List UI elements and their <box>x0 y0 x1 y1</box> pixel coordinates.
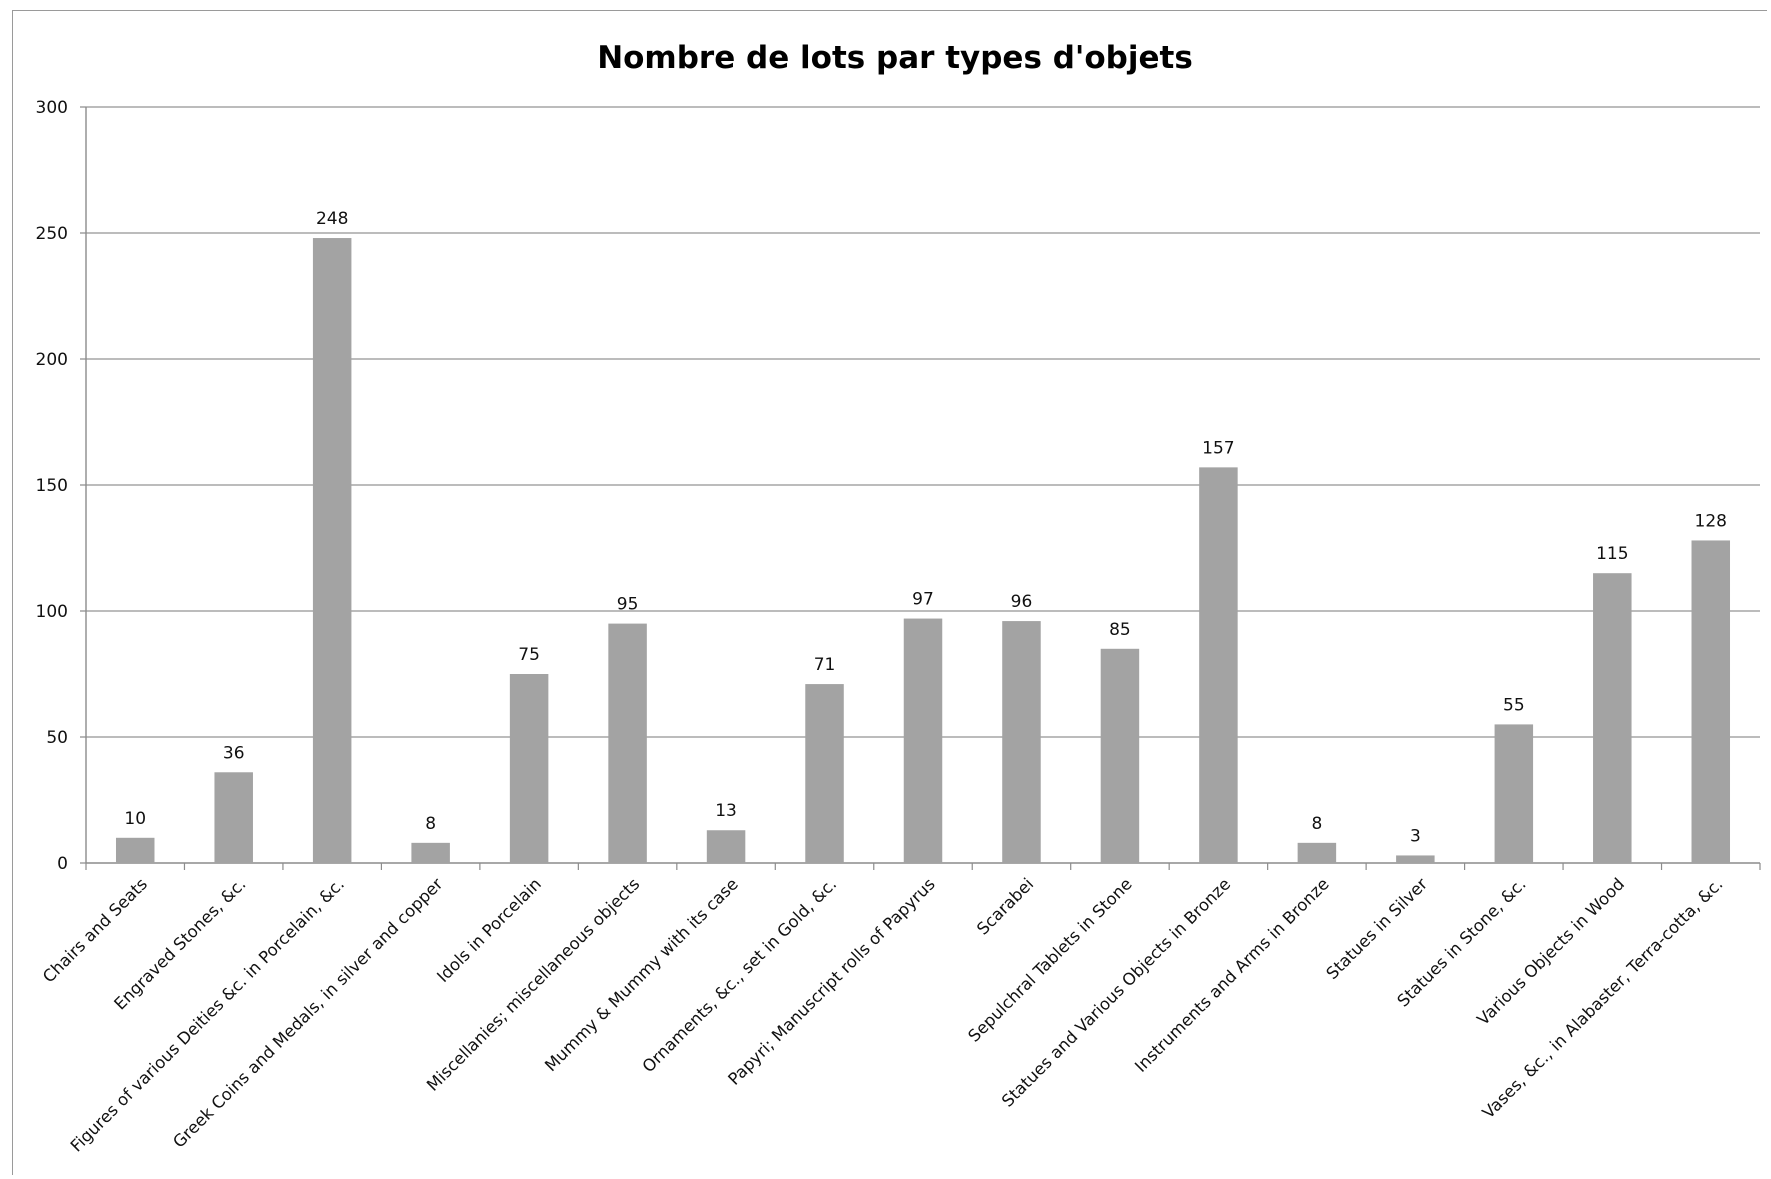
data-label: 115 <box>1596 544 1628 564</box>
x-tick-label: Statues in Silver <box>1323 874 1432 983</box>
y-tick-label: 0 <box>57 854 68 874</box>
data-label: 95 <box>617 595 639 615</box>
data-label: 157 <box>1202 438 1234 458</box>
data-label: 8 <box>1311 814 1322 834</box>
bar <box>1396 855 1435 863</box>
bar <box>706 830 746 863</box>
bar <box>1100 648 1140 863</box>
y-tick-label: 100 <box>36 602 68 622</box>
data-label: 13 <box>715 801 737 821</box>
bar <box>903 618 943 863</box>
bar <box>805 684 844 863</box>
x-tick-label: Sepulchral Tablets in Stone <box>964 874 1135 1045</box>
y-axis-ticks: 0 50 100 150 200 250 300 <box>36 98 68 874</box>
bar <box>1002 621 1041 863</box>
data-label: 3 <box>1410 826 1421 846</box>
x-tick-label: Statues and Various Objects in Bronze <box>998 874 1234 1110</box>
bar <box>312 238 352 864</box>
data-label: 55 <box>1503 695 1525 715</box>
chart-frame <box>12 10 1767 1175</box>
x-tick-label: Ornaments, &c., set in Gold, &c. <box>639 874 841 1076</box>
x-tick-label: Idols in Porcelain <box>433 874 545 986</box>
bar <box>411 842 450 863</box>
bar <box>1593 573 1632 863</box>
x-tick-label: Scarabei <box>973 874 1037 938</box>
data-label: 36 <box>223 743 245 763</box>
bar <box>1199 467 1238 863</box>
data-label: 96 <box>1011 592 1033 612</box>
x-tick-label: Instruments and Arms in Bronze <box>1131 874 1333 1076</box>
y-tick-label: 50 <box>46 728 68 748</box>
data-label: 97 <box>912 590 934 610</box>
bar <box>214 772 253 863</box>
data-label: 248 <box>316 209 348 229</box>
bars <box>115 238 1731 864</box>
x-tick-label: Papyri; Manuscript rolls of Papyrus <box>724 874 938 1088</box>
bar <box>1297 842 1337 863</box>
chart-title: Nombre de lots par types d'objets <box>597 40 1193 76</box>
bar <box>509 674 549 863</box>
bar <box>608 623 647 863</box>
y-tick-label: 250 <box>36 224 68 244</box>
data-labels: 10 36 248 8 75 95 13 71 97 96 85 157 8 3 55 115 128 <box>124 209 1727 846</box>
y-tick-label: 200 <box>36 350 68 370</box>
data-label: 10 <box>124 809 146 829</box>
y-tick-label: 150 <box>36 476 68 496</box>
x-tick-label: Miscellanies; miscellaneous objects <box>423 874 643 1094</box>
x-tick-label: Chairs and Seats <box>39 874 151 986</box>
y-tick-label: 300 <box>36 98 68 118</box>
data-label: 75 <box>518 645 540 665</box>
data-label: 85 <box>1109 620 1131 640</box>
x-tick-label: Mummy & Mummy with its case <box>541 874 742 1075</box>
bar <box>1691 540 1731 863</box>
bar <box>115 837 155 863</box>
data-label: 71 <box>814 655 836 675</box>
bar <box>1494 724 1534 863</box>
data-label: 8 <box>425 814 436 834</box>
data-label: 128 <box>1695 511 1727 531</box>
